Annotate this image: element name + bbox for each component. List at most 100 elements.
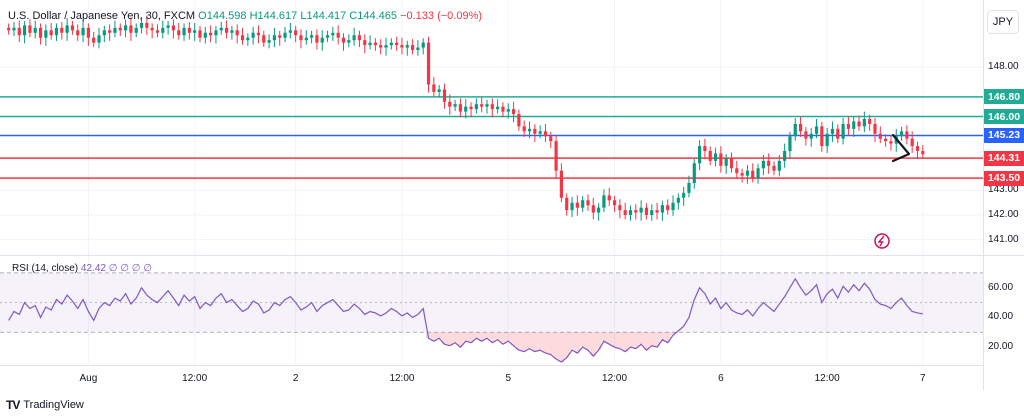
candle-body xyxy=(38,27,43,38)
candle-body xyxy=(533,128,537,134)
candle-body xyxy=(54,27,59,36)
candle-body xyxy=(352,35,356,41)
candle-body xyxy=(310,35,314,38)
rsi-y-tick-label: 60.00 xyxy=(988,281,1014,293)
candle-body xyxy=(490,104,494,110)
candle-body xyxy=(203,32,207,38)
candle-body xyxy=(644,207,649,216)
candle-body xyxy=(161,27,165,33)
rsi-label: RSI (14, close) xyxy=(12,263,79,274)
candle-body xyxy=(884,138,888,142)
x-tick-label: Aug xyxy=(79,373,98,384)
candle-body xyxy=(777,160,781,171)
candle-body xyxy=(442,89,447,102)
candle-body xyxy=(134,27,138,33)
price-level-tag: 145.23 xyxy=(984,127,1024,143)
candle-body xyxy=(235,30,239,36)
candle-body xyxy=(272,35,276,41)
annotations xyxy=(874,133,911,249)
candle-body xyxy=(511,109,516,115)
candles xyxy=(7,15,925,221)
candle-body xyxy=(506,109,510,112)
candle-body xyxy=(129,25,133,33)
candle-body xyxy=(123,25,128,31)
ohlc-close: C144.465 xyxy=(349,10,398,22)
candle-body xyxy=(809,133,813,139)
price-level-tag: 146.80 xyxy=(984,89,1024,105)
price-level-tag: 143.50 xyxy=(984,170,1024,186)
candle-body xyxy=(814,126,819,134)
candle-body xyxy=(602,195,606,208)
footer[interactable]: TV TradingView xyxy=(6,398,84,412)
candle-body xyxy=(373,42,377,46)
candle-body xyxy=(921,151,925,155)
candle-body xyxy=(464,106,468,112)
candle-body xyxy=(761,160,765,169)
candle-body xyxy=(634,210,638,213)
x-tick-label: 12:00 xyxy=(814,373,840,384)
candle-body xyxy=(432,84,436,92)
candle-body xyxy=(623,210,627,216)
candle-body xyxy=(745,170,750,176)
candle-body xyxy=(597,207,601,213)
candle-body xyxy=(230,30,234,33)
candle-body xyxy=(145,22,149,28)
candle-body xyxy=(666,205,670,211)
y-tick-label: 143.00 xyxy=(988,184,1019,196)
candle-body xyxy=(735,168,739,174)
candle-body xyxy=(719,153,723,166)
candle-body xyxy=(581,200,585,208)
candle-body xyxy=(23,25,27,36)
candle-body xyxy=(357,35,362,41)
currency-button[interactable]: JPY xyxy=(987,10,1019,34)
candle-body xyxy=(209,32,213,36)
candle-body xyxy=(788,136,792,152)
candle-body xyxy=(400,45,404,48)
candle-body xyxy=(426,42,431,85)
ohlc-low: L144.417 xyxy=(300,10,347,22)
brand-name: TradingView xyxy=(23,399,84,411)
lightning-icon[interactable] xyxy=(874,233,890,249)
candle-body xyxy=(389,42,393,46)
candle-body xyxy=(256,32,261,36)
x-tick-label: 2 xyxy=(292,373,299,384)
candle-body xyxy=(496,106,500,110)
candle-body xyxy=(304,37,308,41)
candle-body xyxy=(480,104,484,107)
rsi-header: RSI (14, close) 42.42 ∅ ∅ ∅ ∅ xyxy=(12,263,152,274)
candle-body xyxy=(698,146,702,164)
candle-body xyxy=(554,141,558,171)
candle-body xyxy=(139,22,144,28)
candle-body xyxy=(889,141,893,144)
chart-header: U.S. Dollar / Japanese Yen, 30, FXCM O14… xyxy=(8,10,482,22)
candle-body xyxy=(458,104,463,112)
candle-body xyxy=(219,27,223,31)
rsi-value: 42.42 xyxy=(80,263,106,274)
ohlc-change: −0.133 (−0.09%) xyxy=(400,10,483,22)
candle-body xyxy=(565,197,569,211)
candle-body xyxy=(299,35,303,41)
x-tick-label: 7 xyxy=(920,373,926,384)
candle-body xyxy=(166,25,170,28)
candle-body xyxy=(171,25,176,31)
candle-body xyxy=(384,45,388,48)
candle-body xyxy=(852,121,856,129)
candle-body xyxy=(469,106,473,110)
rsi-line xyxy=(8,277,923,363)
candle-body xyxy=(315,35,319,43)
candle-body xyxy=(612,200,617,206)
symbol-title: U.S. Dollar / Japanese Yen, 30, FXCM xyxy=(8,10,196,22)
candle-body xyxy=(517,114,521,127)
candle-body xyxy=(692,163,696,184)
candle-body xyxy=(437,89,441,92)
candle-body xyxy=(65,25,69,33)
candle-body xyxy=(453,104,457,107)
candle-body xyxy=(33,27,37,33)
candle-body xyxy=(740,173,744,176)
candle-body xyxy=(336,32,340,38)
candle-body xyxy=(60,27,64,33)
rsi-extra: ∅ ∅ ∅ ∅ xyxy=(108,263,152,274)
candle-body xyxy=(12,27,16,31)
candle-body xyxy=(899,131,904,137)
